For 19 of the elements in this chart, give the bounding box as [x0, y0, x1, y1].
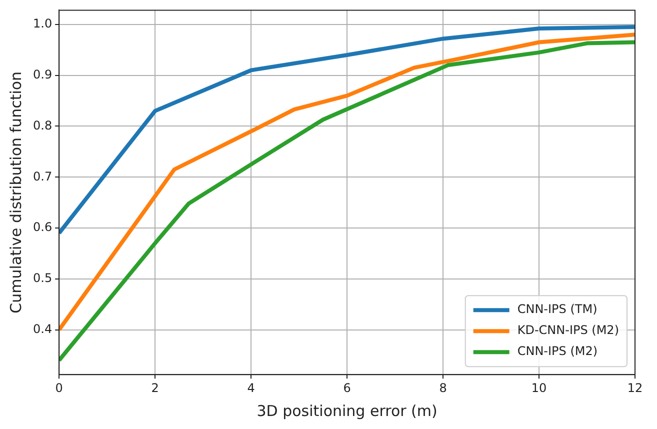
legend-label: CNN-IPS (TM)	[517, 302, 598, 316]
y-tick-label: 0.6	[32, 220, 52, 234]
x-tick-label: 8	[439, 380, 447, 395]
y-tick-label: 0.4	[32, 322, 52, 336]
x-tick-label: 10	[531, 380, 547, 395]
x-axis-title: 3D positioning error (m)	[256, 402, 438, 420]
x-tick-label: 0	[55, 380, 63, 395]
legend-label: CNN-IPS (M2)	[517, 344, 598, 358]
x-tick-label: 6	[343, 380, 351, 395]
y-tick-label: 0.7	[32, 169, 52, 184]
x-tick-label: 2	[151, 380, 159, 395]
y-tick-label: 0.8	[32, 118, 52, 132]
y-tick-label: 1.0	[32, 16, 52, 31]
legend-label: KD-CNN-IPS (M2)	[517, 323, 620, 338]
y-tick-label: 0.5	[32, 271, 52, 286]
y-tick-label: 0.9	[32, 67, 52, 82]
y-axis-title: Cumulative distribution function	[6, 71, 25, 314]
x-tick-label: 4	[247, 380, 255, 395]
x-tick-label: 12	[627, 380, 643, 395]
